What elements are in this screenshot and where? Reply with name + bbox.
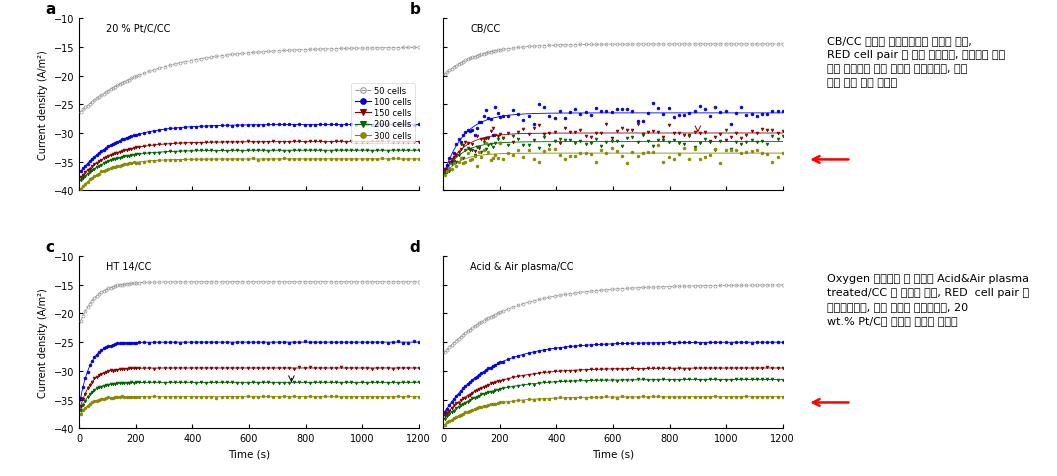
Text: CB/CC: CB/CC: [470, 24, 501, 34]
X-axis label: Time (s): Time (s): [228, 449, 270, 459]
Y-axis label: Current density (A/m²): Current density (A/m²): [38, 50, 49, 160]
Y-axis label: Current density (A/m²): Current density (A/m²): [38, 288, 49, 397]
Text: 20 % Pt/C/CC: 20 % Pt/C/CC: [107, 24, 171, 34]
Text: Oxygen 기능기가 잘 발달된 Acid&Air plasma
treated/CC 를 적용한 결과, RED  cell pair 가
늘어나더라도, : Oxygen 기능기가 잘 발달된 Acid&Air plasma treate…: [827, 274, 1030, 326]
Text: CB/CC 전극을 환원전극으로 적용한 결과,
RED cell pair 가 늘어 날수로크, 스케일에 의한
전극 오염으로 전류 발생이 불안정하며, : CB/CC 전극을 환원전극으로 적용한 결과, RED cell pair 가…: [827, 36, 1005, 88]
Text: Acid & Air plasma/CC: Acid & Air plasma/CC: [470, 261, 574, 271]
Text: b: b: [409, 2, 421, 17]
Legend: 50 cells, 100 cells, 150 cells, 200 cells, 300 cells: 50 cells, 100 cells, 150 cells, 200 cell…: [351, 84, 414, 144]
X-axis label: Time (s): Time (s): [592, 449, 634, 459]
Text: d: d: [409, 240, 420, 255]
Text: c: c: [45, 240, 54, 255]
Text: a: a: [45, 2, 56, 17]
Text: HT 14/CC: HT 14/CC: [107, 261, 152, 271]
